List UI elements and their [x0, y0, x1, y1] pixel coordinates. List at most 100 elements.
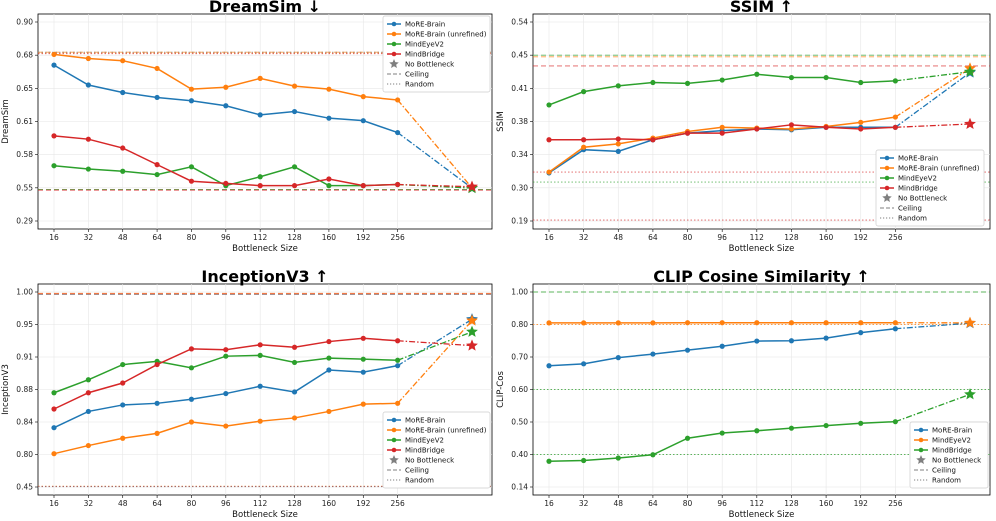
data-point	[257, 383, 263, 389]
x-tick-label: 160	[819, 499, 834, 508]
data-point	[223, 347, 229, 353]
data-point	[85, 377, 91, 383]
y-tick-label: 0.30	[511, 183, 528, 192]
x-tick-label: 32	[579, 233, 589, 242]
x-tick-label: 80	[683, 499, 693, 508]
data-point	[546, 137, 552, 143]
legend-label: Ceiling	[898, 205, 922, 213]
data-point	[51, 425, 57, 431]
data-point	[257, 75, 263, 81]
legend-swatch-marker	[391, 21, 397, 27]
legend-star-icon	[916, 455, 926, 465]
x-tick-label: 16	[544, 499, 554, 508]
data-point	[326, 86, 332, 92]
x-tick-label: 32	[84, 499, 94, 508]
data-point	[51, 51, 57, 58]
data-point	[858, 126, 864, 132]
data-point	[546, 363, 552, 369]
x-tick-label: 112	[253, 233, 268, 242]
y-tick-label: 1.00	[16, 288, 33, 297]
y-axis-label: DreamSim	[1, 99, 11, 144]
series-extension-3	[397, 331, 473, 361]
legend-label: Random	[898, 215, 927, 223]
data-point	[615, 136, 621, 142]
y-tick-label: 0.41	[511, 84, 528, 93]
x-tick-label: 64	[648, 233, 658, 242]
legend-label: MindEyeV2	[405, 437, 444, 445]
x-tick-label: 128	[784, 233, 799, 242]
y-tick-label: 0.34	[511, 150, 528, 159]
y-tick-label: 0.68	[16, 51, 33, 60]
data-point	[615, 355, 621, 361]
data-point	[615, 455, 621, 461]
no-bottleneck-star	[466, 314, 478, 326]
data-point	[120, 380, 126, 386]
legend-swatch-marker	[391, 51, 397, 57]
x-tick-label: 128	[287, 499, 302, 508]
series-extension-2	[895, 67, 971, 118]
legend-label: MindBridge	[932, 447, 972, 455]
legend-label: No Bottleneck	[405, 457, 455, 465]
legend-box	[875, 149, 985, 227]
data-point	[858, 320, 864, 326]
data-point	[154, 361, 160, 368]
data-point	[546, 458, 552, 464]
x-tick-label: 48	[613, 499, 623, 508]
data-point	[291, 83, 298, 89]
data-point	[85, 408, 91, 415]
legend-box	[382, 15, 491, 93]
data-point	[326, 115, 332, 121]
data-point	[85, 55, 91, 62]
data-point	[650, 137, 656, 143]
data-point	[892, 320, 898, 326]
legend-swatch-marker	[391, 417, 397, 423]
legend-label: MoRE-Brain	[405, 417, 445, 425]
x-tick-label: 160	[322, 233, 337, 242]
data-point	[684, 435, 691, 441]
legend-label: MoRE-Brain	[932, 427, 972, 435]
x-tick-label: 256	[390, 499, 405, 508]
data-point	[892, 114, 898, 120]
data-point	[120, 435, 126, 441]
data-point	[257, 352, 263, 358]
data-point	[120, 145, 126, 151]
series-extension-4	[397, 183, 473, 188]
data-point	[581, 320, 587, 326]
data-point	[892, 124, 898, 130]
data-point	[892, 326, 898, 332]
y-tick-label: 0.50	[511, 418, 528, 427]
data-point	[360, 369, 366, 375]
legend-label: Ceiling	[405, 467, 429, 475]
data-point	[684, 320, 691, 326]
legend-swatch-marker	[391, 437, 397, 443]
series-extension-1	[397, 318, 473, 367]
data-point	[120, 168, 126, 174]
data-point	[892, 419, 898, 425]
legend: MoRE-Brain MindEyeV2 MindBridge No Bottlene…	[909, 421, 989, 489]
data-point	[326, 183, 332, 189]
legend: MoRE-Brain MoRE-Brain (unrefined) MindEyeV…	[382, 411, 491, 489]
data-point	[154, 400, 160, 406]
x-tick-label: 32	[579, 499, 589, 508]
data-point	[120, 402, 126, 408]
legend-label: Random	[405, 477, 434, 485]
legend-label: MindBridge	[405, 51, 445, 59]
legend-label: Random	[405, 81, 434, 89]
data-point	[823, 320, 829, 326]
legend-label: MoRE-Brain	[898, 155, 938, 163]
y-axis-label: SSIM	[496, 111, 506, 132]
x-tick-label: 256	[888, 233, 903, 242]
data-point	[719, 130, 725, 136]
y-tick-label: 0.88	[16, 385, 33, 394]
data-point	[754, 338, 760, 344]
data-point	[326, 367, 332, 373]
y-tick-label: 0.19	[511, 217, 528, 226]
data-point	[291, 108, 298, 115]
legend-label: Ceiling	[405, 71, 429, 79]
legend-label: MoRE-Brain	[405, 21, 445, 29]
data-point	[120, 58, 126, 64]
y-tick-label: 0.80	[16, 450, 33, 459]
y-tick-label: 1.00	[511, 288, 528, 297]
x-tick-label: 32	[84, 233, 94, 242]
data-point	[719, 343, 725, 349]
